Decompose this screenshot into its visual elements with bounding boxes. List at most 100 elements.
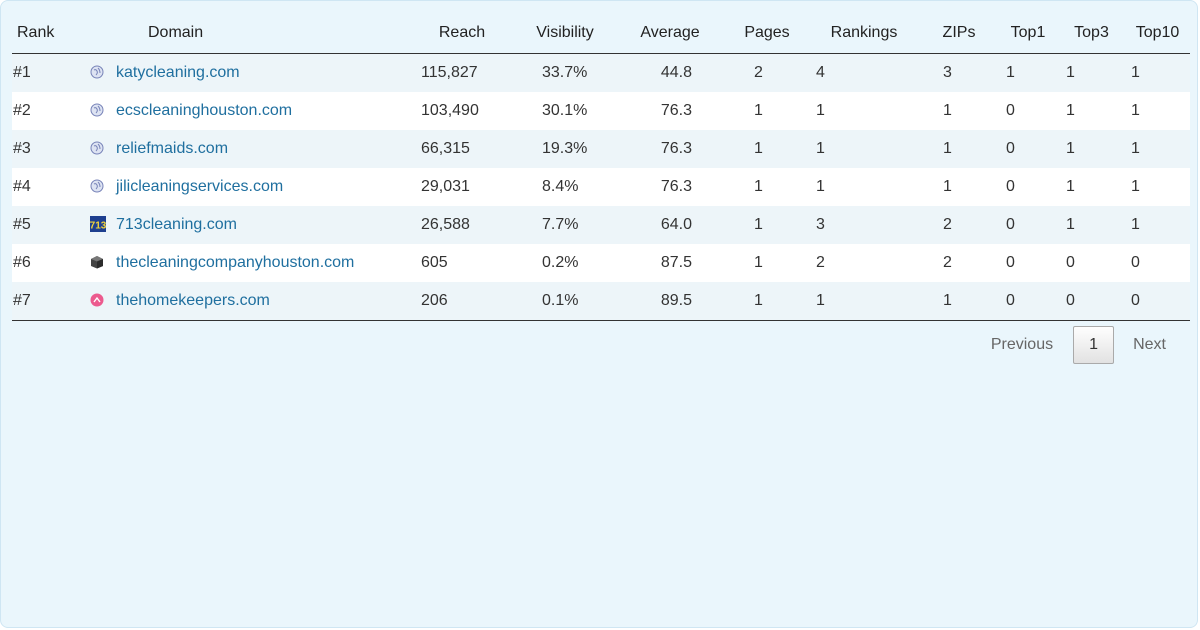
rankings-cell: 1: [816, 140, 825, 157]
rank-cell: #6: [13, 254, 31, 271]
average-cell: 76.3: [660, 140, 692, 157]
domain-link[interactable]: thecleaningcompanyhouston.com: [116, 254, 355, 271]
top1-cell: 0: [1006, 140, 1015, 157]
pages-cell: 1: [754, 102, 763, 119]
visibility-cell: 7.7%: [542, 216, 579, 233]
domain-cell: thehomekeepers.com: [88, 282, 408, 321]
top3-cell: 0: [1066, 254, 1075, 271]
visibility-cell: 0.2%: [542, 254, 579, 271]
column-header-rankings[interactable]: Rankings: [808, 13, 920, 54]
column-header-reach[interactable]: Reach: [408, 13, 516, 54]
rankings-cell: 3: [816, 216, 825, 233]
domain-link[interactable]: ecscleaninghouston.com: [116, 102, 293, 119]
top10-cell: 1: [1131, 102, 1140, 119]
zips-cell: 1: [943, 102, 952, 119]
column-header-top1[interactable]: Top1: [998, 13, 1058, 54]
domain-link[interactable]: thehomekeepers.com: [116, 292, 270, 309]
domain-ranking-table: Rank Domain Reach Visibility Average Pag…: [12, 13, 1190, 321]
average-cell: 76.3: [660, 178, 692, 195]
domain-link[interactable]: reliefmaids.com: [116, 140, 229, 157]
rank-cell: #4: [13, 178, 31, 195]
top10-cell: 0: [1125, 282, 1190, 321]
top1-cell: 0: [998, 282, 1058, 321]
top3-cell: 0: [1058, 282, 1125, 321]
globe-icon: [90, 103, 104, 117]
average-cell: 89.5: [614, 282, 726, 321]
average-cell: 64.0: [660, 216, 692, 233]
visibility-cell: 0.1%: [516, 282, 614, 321]
top10-cell: 1: [1131, 216, 1140, 233]
reach-cell: 115,827: [421, 64, 478, 81]
domain-cell: reliefmaids.com: [88, 130, 408, 168]
top1-cell: 1: [1006, 64, 1015, 81]
reach-cell: 605: [421, 254, 448, 271]
globe-icon: [90, 179, 104, 193]
rank-cell: #2: [13, 102, 31, 119]
rank-cell: #3: [13, 140, 31, 157]
table-row: #5 713 713cleaning.com 26,588 7.7% 64.0 1 3 2 0 1 1: [12, 206, 1190, 244]
visibility-cell: 19.3%: [542, 140, 588, 157]
reach-cell: 206: [408, 282, 516, 321]
domain-cell: thecleaningcompanyhouston.com: [88, 244, 408, 282]
globe-icon: [90, 65, 104, 79]
column-header-top3[interactable]: Top3: [1058, 13, 1125, 54]
table-body: #1 katycleaning.com 115,827 33.7% 44.8 2 4 3 1 1 1…: [12, 53, 1190, 321]
domain-link[interactable]: 713cleaning.com: [116, 216, 237, 233]
zips-cell: 1: [943, 140, 952, 157]
reach-cell: 26,588: [421, 216, 470, 233]
rank-cell: #5: [13, 216, 31, 233]
pagination: Previous 1 Next: [991, 325, 1186, 365]
pages-cell: 1: [726, 282, 808, 321]
rank-cell: #1: [13, 64, 31, 81]
pages-cell: 2: [754, 64, 763, 81]
globe-icon: [90, 141, 104, 155]
column-header-zips[interactable]: ZIPs: [920, 13, 998, 54]
rankings-cell: 2: [816, 254, 825, 271]
average-cell: 87.5: [660, 254, 692, 271]
next-page-button[interactable]: Next: [1133, 336, 1166, 353]
table-header: Rank Domain Reach Visibility Average Pag…: [12, 13, 1190, 54]
domain-cell: 713 713cleaning.com: [88, 206, 408, 244]
top1-cell: 0: [1006, 254, 1015, 271]
pages-cell: 1: [754, 140, 763, 157]
reach-cell: 103,490: [421, 102, 479, 119]
rankings-cell: 4: [816, 64, 825, 81]
cube-icon: [90, 255, 104, 269]
svg-text:713: 713: [90, 220, 106, 231]
domain-link[interactable]: jilicleaningservices.com: [116, 178, 284, 195]
column-header-domain[interactable]: Domain: [88, 13, 408, 54]
column-header-visibility[interactable]: Visibility: [516, 13, 614, 54]
pages-cell: 1: [754, 216, 763, 233]
table-row: #3 reliefmaids.com 66,315 19.3% 76.3 1 1 1 0 1 1: [12, 130, 1190, 168]
column-header-average[interactable]: Average: [614, 13, 726, 54]
table-row: #4 jilicleaningservices.com 29,031 8.4% 76.3…: [12, 168, 1190, 206]
reach-cell: 29,031: [421, 178, 470, 195]
top3-cell: 1: [1066, 64, 1075, 81]
top3-cell: 1: [1066, 140, 1075, 157]
average-cell: 76.3: [660, 102, 692, 119]
713-logo-icon: 713: [90, 215, 107, 232]
domain-link[interactable]: katycleaning.com: [116, 64, 240, 81]
column-header-top10[interactable]: Top10: [1125, 13, 1190, 54]
previous-page-button[interactable]: Previous: [990, 336, 1054, 353]
top3-cell: 1: [1066, 216, 1075, 233]
top10-cell: 1: [1131, 64, 1140, 81]
rankings-cell: 1: [816, 102, 825, 119]
top3-cell: 1: [1066, 178, 1075, 195]
domain-cell: jilicleaningservices.com: [88, 168, 408, 206]
table-row: #6 thecleaningcompanyhouston.com 605 0.2% 87…: [12, 244, 1190, 282]
top10-cell: 1: [1131, 140, 1140, 157]
domain-cell: katycleaning.com: [88, 54, 408, 93]
column-header-rank[interactable]: Rank: [12, 13, 88, 54]
top1-cell: 0: [1006, 216, 1015, 233]
top10-cell: 0: [1131, 254, 1140, 271]
page-number-button[interactable]: 1: [1073, 326, 1115, 364]
top10-cell: 1: [1131, 178, 1140, 195]
pages-cell: 1: [754, 178, 763, 195]
rankings-cell: 1: [808, 282, 920, 321]
top3-cell: 1: [1066, 102, 1075, 119]
column-header-pages[interactable]: Pages: [726, 13, 808, 54]
zips-cell: 2: [943, 216, 952, 233]
table-row: #2 ecscleaninghouston.com 103,490 30.1% 76.3…: [12, 92, 1190, 130]
